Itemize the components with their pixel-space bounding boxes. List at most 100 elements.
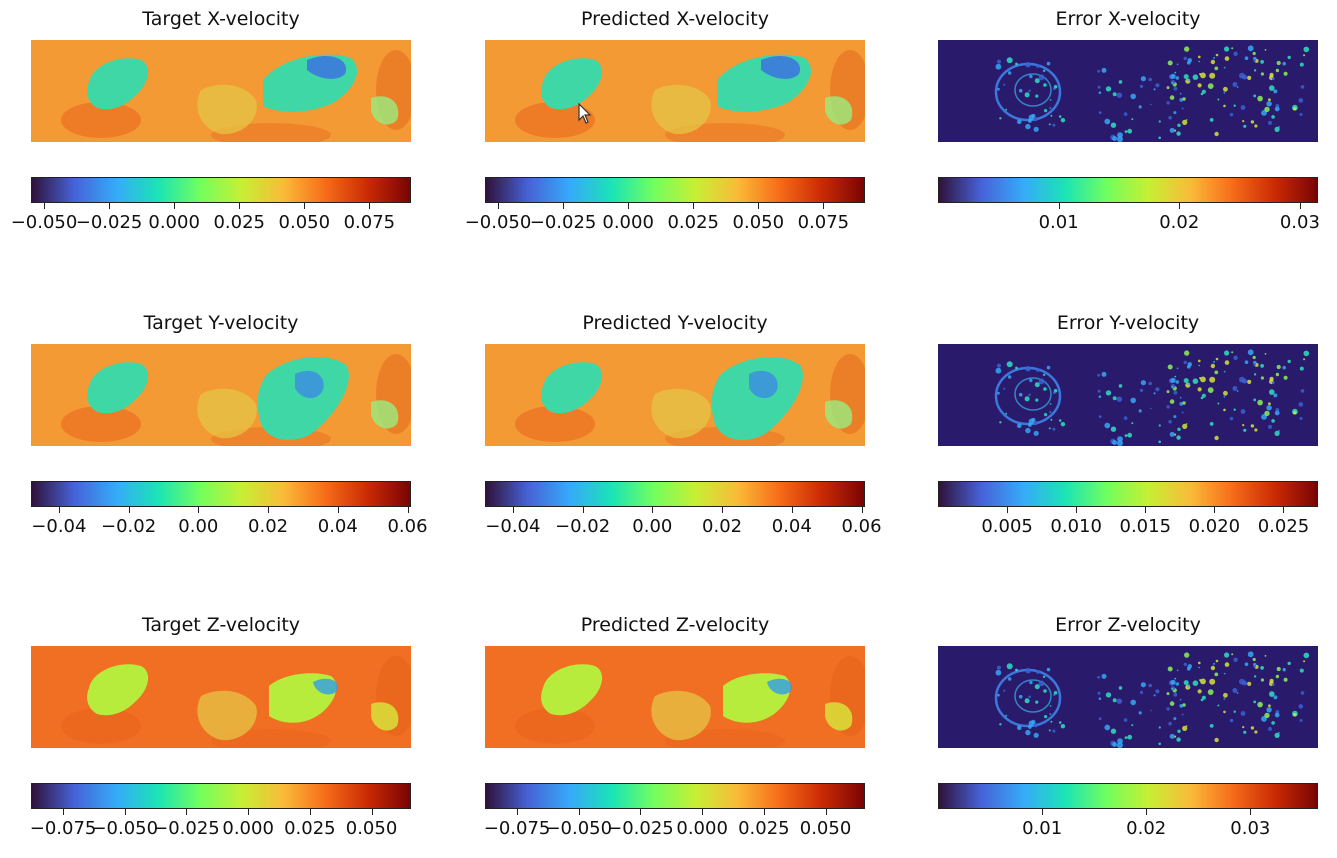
tick-label: 0.00 <box>632 516 673 537</box>
colorbar-ticks: −0.075 −0.050 −0.025 0.000 0.025 0.050 <box>484 809 865 841</box>
tick-label: −0.025 <box>153 818 220 839</box>
tick-mark <box>124 809 126 815</box>
heatmap-image <box>485 646 865 748</box>
tick-mark <box>628 203 630 209</box>
tick-label: −0.050 <box>545 818 613 839</box>
tick-mark <box>1214 507 1216 513</box>
tick-label: −0.02 <box>101 516 157 537</box>
panel-title: Predicted X-velocity <box>581 8 769 30</box>
tick-mark <box>58 507 60 513</box>
tick-label: 0.025 <box>1257 516 1310 537</box>
tick-label: 0.000 <box>222 818 274 839</box>
tick-label: 0.050 <box>732 212 785 233</box>
tick-label: −0.050 <box>10 212 78 233</box>
tick-label: 0.01 <box>1022 818 1063 839</box>
tick-mark <box>248 809 250 815</box>
tick-label: −0.025 <box>607 818 674 839</box>
tick-label: 0.020 <box>1188 516 1241 537</box>
heatmap-panel: Target Z-velocity −0.075 −0.050 −0.025 0.000… <box>29 614 411 846</box>
tick-mark <box>63 809 65 815</box>
colorbar <box>485 481 865 507</box>
heatmap-image <box>31 344 411 446</box>
tick-mark <box>337 507 339 513</box>
panel-title: Error Y-velocity <box>1056 312 1200 334</box>
tick-label: 0.02 <box>248 516 289 537</box>
tick-label: 0.02 <box>1126 818 1167 839</box>
colorbar-ticks: 0.01 0.02 0.03 <box>938 203 1320 235</box>
colorbar <box>485 783 865 809</box>
tick-label: 0.075 <box>343 212 396 233</box>
tick-label: 0.03 <box>1279 212 1320 233</box>
colorbar-ticks: 0.01 0.02 0.03 <box>938 809 1318 841</box>
mouse-cursor-icon <box>578 103 592 124</box>
tick-label: −0.02 <box>555 516 611 537</box>
tick-label: 0.04 <box>317 516 358 537</box>
colorbar-ticks: −0.04 −0.02 0.00 0.02 0.04 0.06 <box>31 507 428 539</box>
tick-mark <box>186 809 188 815</box>
panel-title: Error Z-velocity <box>1055 614 1201 636</box>
tick-mark <box>1299 203 1301 209</box>
tick-mark <box>758 203 760 209</box>
tick-label: 0.00 <box>178 516 219 537</box>
tick-label: 0.075 <box>797 212 850 233</box>
tick-mark <box>498 203 499 209</box>
tick-mark <box>861 507 863 513</box>
tick-label: 0.025 <box>213 212 265 233</box>
heatmap-panel: Predicted Y-velocity −0.04 −0.02 0.00 0.02 0.… <box>485 312 882 544</box>
tick-label: 0.03 <box>1230 818 1271 839</box>
tick-label: 0.000 <box>676 818 728 839</box>
heatmap-image <box>938 646 1318 748</box>
tick-label: 0.01 <box>1038 212 1079 233</box>
tick-mark <box>1058 203 1060 209</box>
tick-mark <box>1076 507 1078 513</box>
colorbar-ticks: −0.050 −0.025 0.000 0.025 0.050 0.075 <box>11 203 411 235</box>
tick-mark <box>823 203 825 209</box>
tick-mark <box>239 203 241 209</box>
tick-label: 0.000 <box>602 212 654 233</box>
tick-label: −0.075 <box>29 818 97 839</box>
heatmap-image <box>485 40 865 142</box>
tick-mark <box>407 507 409 513</box>
heatmap-panel: Predicted X-velocity −0.050 −0.025 0.000 0.0… <box>465 8 865 240</box>
tick-mark <box>640 809 642 815</box>
panel-title: Predicted Y-velocity <box>582 312 768 334</box>
tick-mark <box>582 507 584 513</box>
tick-label: −0.04 <box>31 516 87 537</box>
tick-mark <box>371 809 373 815</box>
tick-label: 0.06 <box>387 516 428 537</box>
tick-mark <box>825 809 827 815</box>
heatmap-image <box>31 646 411 748</box>
heatmap-panel: Predicted Z-velocity −0.075 −0.050 −0.025 0.… <box>484 614 865 846</box>
tick-label: 0.025 <box>738 818 790 839</box>
tick-mark <box>304 203 306 209</box>
tick-mark <box>174 203 176 209</box>
heatmap-image <box>485 344 865 446</box>
colorbar <box>31 177 411 203</box>
colorbar <box>31 783 411 809</box>
tick-mark <box>1146 809 1148 815</box>
tick-label: 0.025 <box>284 818 336 839</box>
tick-mark <box>1250 809 1252 815</box>
heatmap-image <box>938 40 1318 142</box>
heatmap-panel: Error Z-velocity 0.01 0.02 0.03 <box>938 614 1318 846</box>
panel-title: Target Z-velocity <box>141 614 301 636</box>
colorbar-ticks: −0.050 −0.025 0.000 0.025 0.050 0.075 <box>465 203 865 235</box>
tick-mark <box>722 507 724 513</box>
tick-mark <box>109 203 111 209</box>
colorbar <box>938 783 1318 809</box>
heatmap-panel: Target Y-velocity −0.04 −0.02 0.00 0.02 0.04 0… <box>31 312 428 544</box>
panel-title: Target Y-velocity <box>143 312 299 334</box>
tick-label: 0.02 <box>1159 212 1200 233</box>
tick-mark <box>198 507 200 513</box>
heatmap-panel: Target X-velocity −0.050 −0.025 0.000 0.025 0… <box>11 8 411 240</box>
tick-label: −0.025 <box>529 212 597 233</box>
tick-mark <box>652 507 654 513</box>
tick-mark <box>268 507 270 513</box>
panel-title: Predicted Z-velocity <box>580 614 770 636</box>
tick-mark <box>1283 507 1285 513</box>
tick-mark <box>517 809 519 815</box>
tick-mark <box>693 203 695 209</box>
tick-label: 0.02 <box>702 516 743 537</box>
tick-label: 0.000 <box>148 212 200 233</box>
tick-mark <box>1007 507 1009 513</box>
